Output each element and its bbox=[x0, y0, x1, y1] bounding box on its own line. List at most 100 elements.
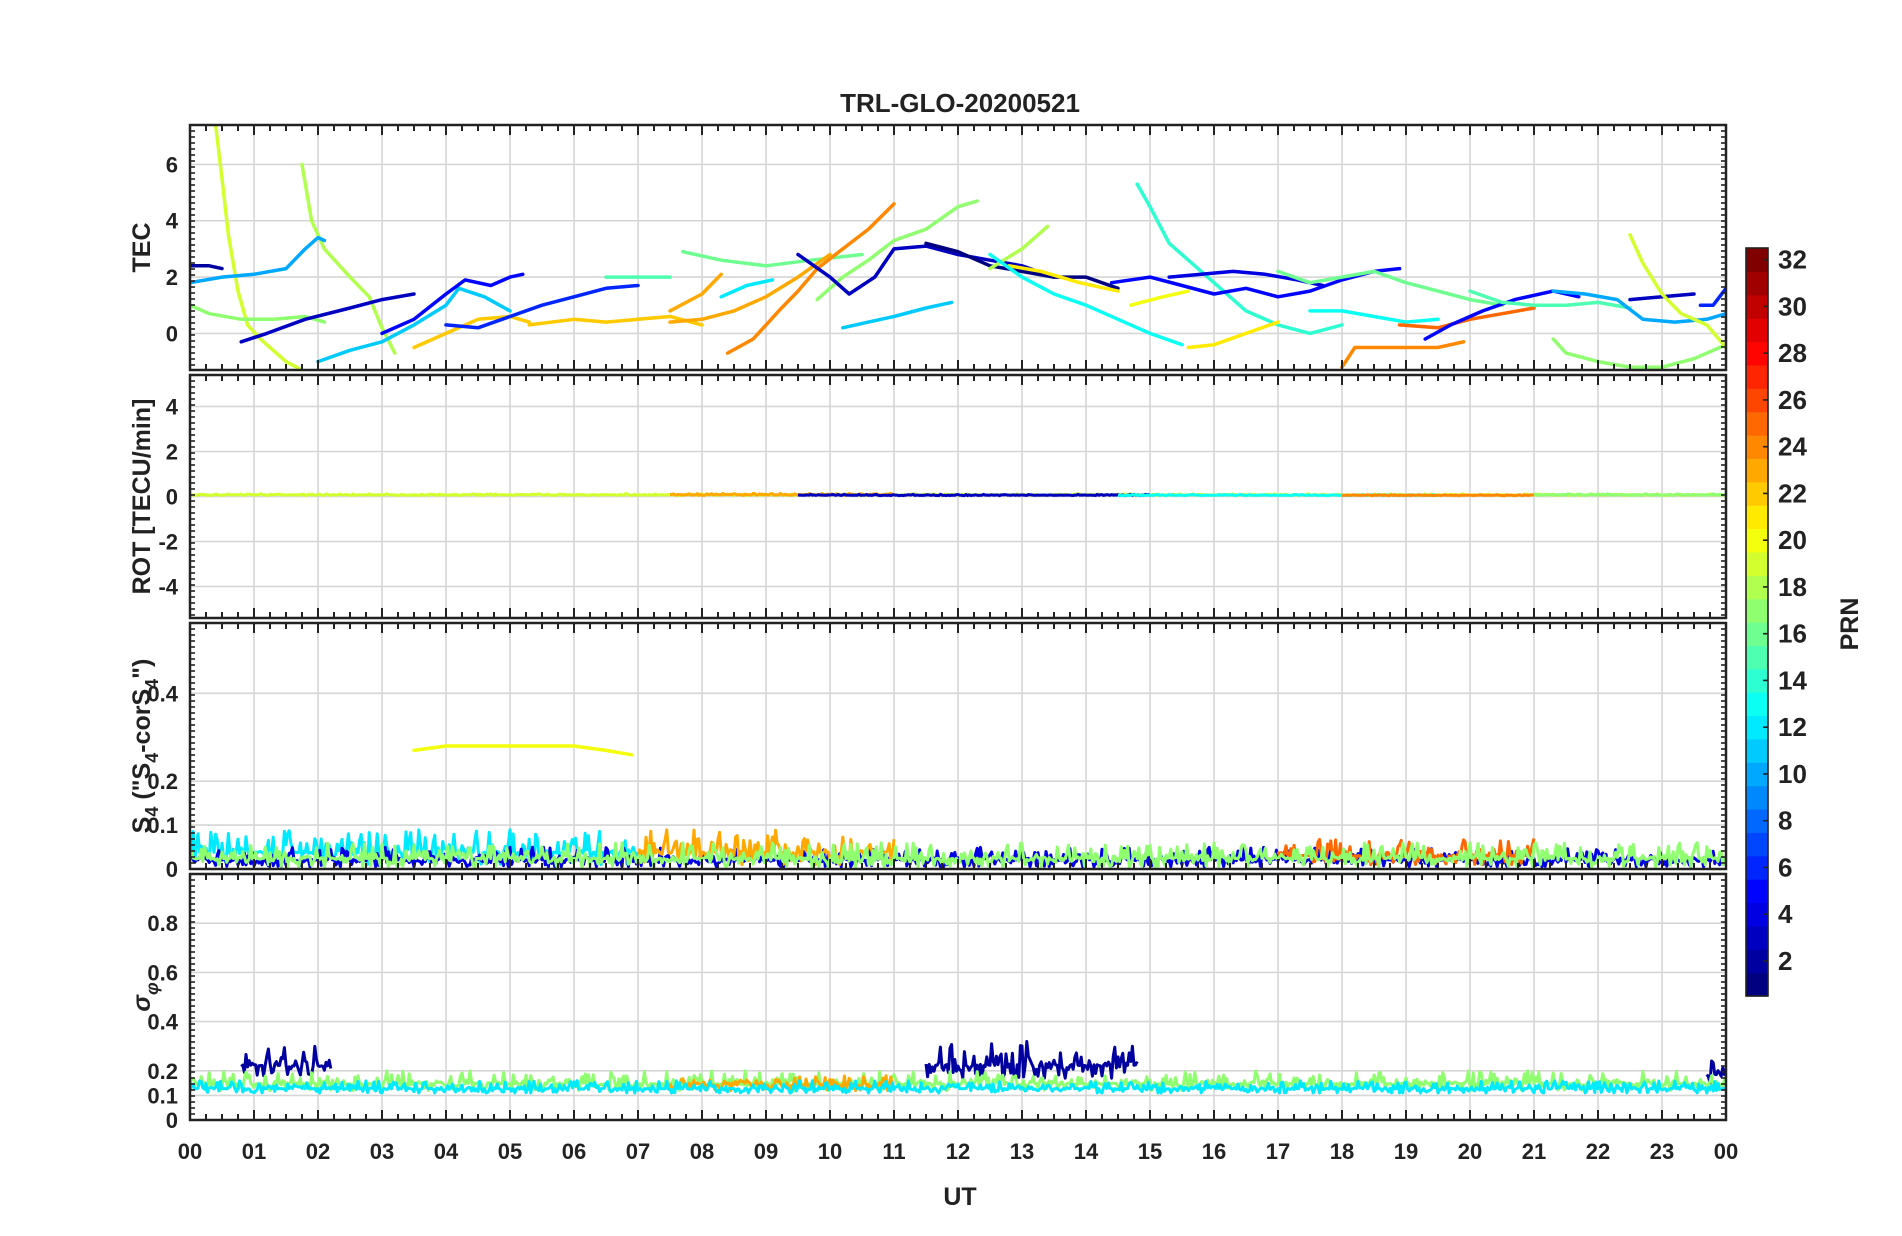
colorbar-tick-label: 32 bbox=[1778, 245, 1807, 275]
y-tick-label: 0 bbox=[166, 321, 178, 346]
series-prn-19 bbox=[213, 125, 304, 370]
x-tick-label: 19 bbox=[1394, 1139, 1418, 1164]
colorbar-swatch bbox=[1746, 902, 1768, 927]
series-prn-21 bbox=[1186, 320, 1280, 350]
x-tick-label: 06 bbox=[562, 1139, 586, 1164]
x-tick-label: 11 bbox=[882, 1139, 905, 1164]
series-prn-12 bbox=[190, 1079, 1726, 1095]
colorbar-swatch bbox=[1746, 785, 1768, 810]
series-prn-14 bbox=[1135, 182, 1344, 336]
series-prn-13 bbox=[988, 252, 1184, 347]
colorbar-tick-label: 20 bbox=[1778, 525, 1807, 555]
x-tick-label: 02 bbox=[306, 1139, 330, 1164]
y-axis-label: TEC bbox=[128, 223, 156, 273]
x-tick-label: 08 bbox=[690, 1139, 714, 1164]
y-tick-label: 4 bbox=[166, 395, 179, 420]
colorbar-swatch bbox=[1746, 481, 1768, 506]
series-prn-3 bbox=[1628, 292, 1696, 302]
series-prn-24 bbox=[1341, 493, 1535, 498]
y-tick-label: -4 bbox=[158, 575, 178, 600]
series-prn-17 bbox=[1533, 492, 1726, 497]
series-prn-15 bbox=[1468, 289, 1632, 310]
y-tick-label: 6 bbox=[166, 152, 178, 177]
colorbar-tick-label: 8 bbox=[1778, 806, 1792, 836]
colorbar-label: PRN bbox=[1836, 598, 1864, 651]
series-prn-2 bbox=[190, 264, 224, 271]
y-tick-label: 0.2 bbox=[147, 1059, 178, 1084]
series-group bbox=[190, 1040, 1726, 1095]
series-prn-24 bbox=[1340, 340, 1466, 369]
panel-3: 0 0.1 0.2 0.4S4 ("S4-corS4") bbox=[128, 621, 1728, 882]
y-tick-label: 2 bbox=[166, 440, 178, 465]
series-prn-18 bbox=[300, 162, 397, 355]
y-tick-label: 0 bbox=[166, 857, 178, 882]
panel-4: 00.10.2 0.4 0.6 0.8 σφ bbox=[128, 872, 1728, 1133]
colorbar-swatch bbox=[1746, 668, 1768, 693]
x-tick-label: 00 bbox=[1714, 1139, 1738, 1164]
colorbar-swatch bbox=[1746, 762, 1768, 787]
y-tick-label: -2 bbox=[158, 530, 178, 555]
x-tick-label: 13 bbox=[1010, 1139, 1034, 1164]
series-prn-25 bbox=[1397, 306, 1536, 330]
colorbar-tick-label: 4 bbox=[1778, 899, 1793, 929]
colorbar-swatch bbox=[1746, 575, 1768, 600]
colorbar-tick-label: 16 bbox=[1778, 619, 1807, 649]
colorbar-swatch bbox=[1746, 341, 1768, 366]
y-axis-label: σφ bbox=[128, 982, 162, 1012]
series-prn-13 bbox=[1308, 309, 1440, 324]
x-tick-label: 04 bbox=[434, 1139, 459, 1164]
colorbar-frame bbox=[1745, 247, 1769, 997]
series-prn-11 bbox=[841, 300, 954, 330]
colorbar-tick-label: 18 bbox=[1778, 572, 1807, 602]
colorbar-swatch bbox=[1746, 949, 1768, 974]
series-prn-22 bbox=[527, 314, 704, 327]
y-tick-label: 0.4 bbox=[147, 681, 178, 706]
colorbar-swatch bbox=[1746, 411, 1768, 436]
series-prn-21 bbox=[1007, 264, 1120, 293]
x-axis: 00 01 02 03 04 05 06 07 08 09 10 11 12 13 14 15 16 17 18 19… bbox=[178, 1139, 1738, 1164]
colorbar-swatch bbox=[1746, 318, 1768, 343]
colorbar-swatch bbox=[1746, 528, 1768, 553]
colorbar-swatch bbox=[1746, 294, 1768, 319]
y-tick-label: 0.1 bbox=[147, 813, 178, 838]
series-group bbox=[190, 125, 1726, 370]
series-prn-6 bbox=[444, 283, 640, 330]
series-prn-3 bbox=[796, 244, 1056, 296]
series-prn-2 bbox=[240, 1044, 333, 1078]
x-tick-label: 18 bbox=[1330, 1139, 1354, 1164]
series-prn-20 bbox=[1129, 289, 1191, 307]
colorbar-swatch bbox=[1746, 622, 1768, 646]
series-prn-10 bbox=[190, 235, 327, 285]
colorbar-tick-label: 26 bbox=[1778, 385, 1807, 415]
x-axis-label: UT bbox=[943, 1183, 976, 1211]
series-prn-6 bbox=[1698, 286, 1726, 307]
colorbar-swatch bbox=[1746, 645, 1768, 670]
x-tick-label: 14 bbox=[1074, 1139, 1099, 1164]
series-prn-17 bbox=[815, 199, 979, 302]
series-prn-20 bbox=[412, 744, 634, 757]
colorbar-tick-label: 22 bbox=[1778, 478, 1807, 508]
colorbar-swatch bbox=[1746, 458, 1768, 483]
x-tick-label: 05 bbox=[498, 1139, 522, 1164]
y-tick-label: 0.2 bbox=[147, 769, 178, 794]
x-tick-label: 10 bbox=[818, 1139, 842, 1164]
colorbar-swatch bbox=[1746, 551, 1768, 576]
colorbar-swatch bbox=[1746, 271, 1768, 296]
panel-frame bbox=[188, 123, 1728, 372]
x-tick-label: 16 bbox=[1202, 1139, 1226, 1164]
x-tick-label: 15 bbox=[1138, 1139, 1162, 1164]
x-tick-label: 07 bbox=[626, 1139, 650, 1164]
colorbar-swatch bbox=[1746, 832, 1768, 857]
y-tick-label: 0.1 bbox=[147, 1083, 178, 1108]
x-tick-label: 03 bbox=[370, 1139, 394, 1164]
colorbar-tick-label: 6 bbox=[1778, 852, 1792, 882]
colorbar-swatch bbox=[1746, 715, 1768, 740]
colorbar-swatch bbox=[1746, 809, 1768, 833]
colorbar-swatch bbox=[1746, 505, 1768, 530]
colorbar-tick-label: 28 bbox=[1778, 338, 1807, 368]
colorbar-swatch bbox=[1746, 972, 1768, 997]
panel-frame bbox=[188, 373, 1728, 620]
series-prn-10 bbox=[1551, 289, 1726, 324]
